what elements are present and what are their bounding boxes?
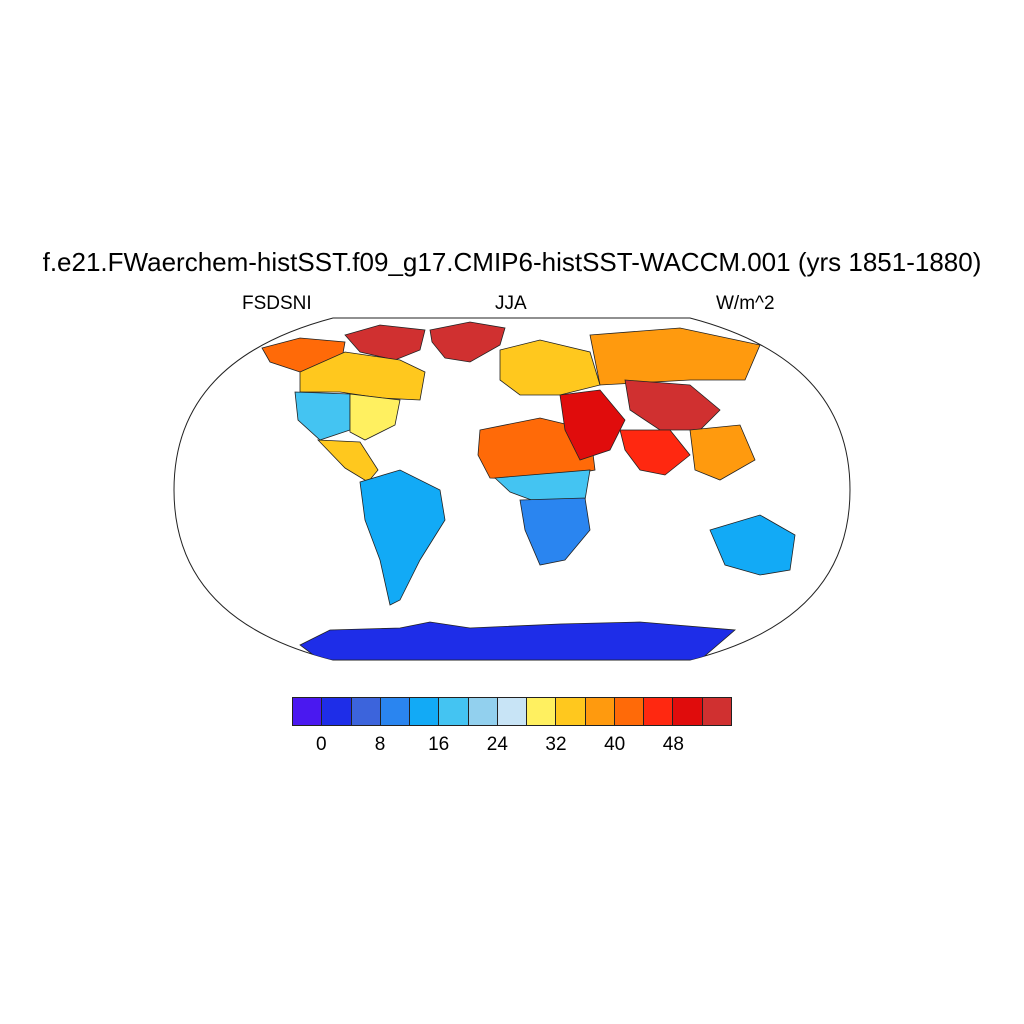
land-region-southern-africa: [519, 497, 591, 566]
land-region-europe: [499, 339, 601, 396]
plot-title: f.e21.FWaerchem-histSST.f09_g17.CMIP6-hi…: [42, 247, 982, 277]
colorbar-tick-label: 24: [486, 734, 508, 755]
colorbar-tick-label: 0: [316, 734, 327, 755]
colorbar-box: [293, 698, 323, 725]
colorbar-box: [556, 698, 586, 725]
colorbar: [292, 697, 732, 726]
colorbar-box: [439, 698, 469, 725]
season-label: JJA: [495, 293, 527, 314]
colorbar-box: [380, 698, 411, 725]
land-region-south-asia: [619, 429, 691, 476]
units-label: W/m^2: [716, 293, 775, 314]
colorbar-tick-label: 16: [428, 734, 450, 755]
colorbar-box: [527, 698, 557, 725]
land-region-middle-east: [559, 389, 626, 461]
colorbar-box: [585, 698, 615, 725]
land-region-greenland: [429, 321, 506, 363]
land-region-canada: [299, 351, 426, 401]
colorbar-box: [410, 698, 440, 725]
colorbar-box: [322, 698, 352, 725]
colorbar-box: [614, 698, 645, 725]
colorbar-box: [644, 698, 674, 725]
colorbar-tick-label: 48: [662, 734, 684, 755]
colorbar-box: [468, 698, 498, 725]
colorbar-tick-label: 32: [545, 734, 567, 755]
land-region-canadian-arctic: [344, 324, 426, 361]
land-region-southeast-asia: [689, 424, 756, 481]
land-region-mexico: [317, 439, 379, 483]
land-region-australia: [709, 514, 796, 576]
variable-label: FSDSNI: [242, 293, 312, 314]
colorbar-box: [673, 698, 703, 725]
colorbar-box: [702, 698, 731, 725]
colorbar-box: [351, 698, 381, 725]
colorbar-box: [497, 698, 528, 725]
colorbar-tick-label: 40: [604, 734, 626, 755]
colorbar-tick-label: 8: [374, 734, 386, 755]
land-region-western-us: [294, 391, 351, 441]
land-region-south-america: [359, 469, 446, 606]
land-region-eastern-us: [349, 393, 401, 441]
land-region-siberia: [589, 327, 761, 386]
land-region-antarctica: [299, 621, 736, 660]
